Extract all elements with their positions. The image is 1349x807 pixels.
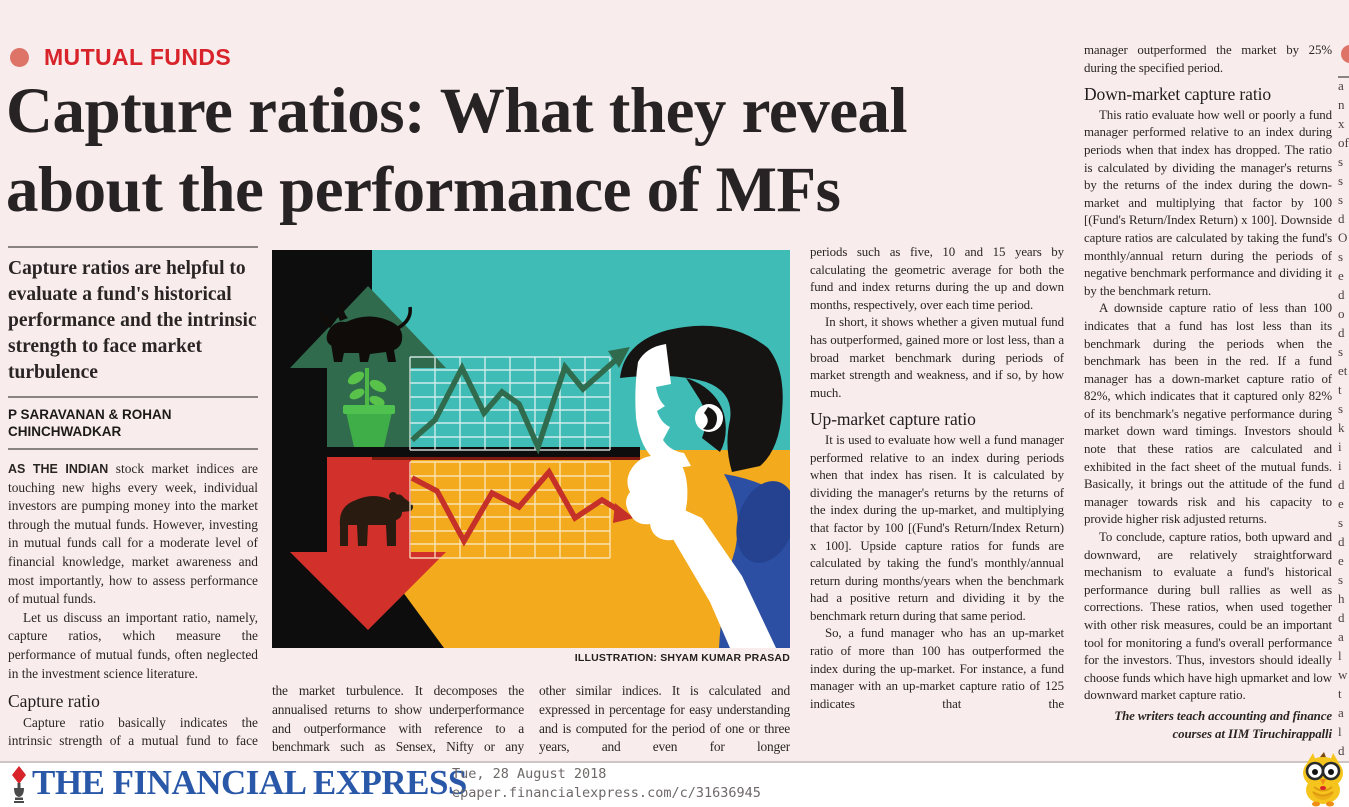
epaper-url[interactable]: epaper.financialexpress.com/c/31636945 xyxy=(452,785,761,801)
body-paragraph: This ratio evaluate how well or poorly a… xyxy=(1084,107,1332,298)
lead-in: AS THE INDIAN xyxy=(8,462,109,476)
body-paragraph: manager outperformed the market by 25% d… xyxy=(1084,43,1332,75)
column-4: manager outperformed the market by 25% d… xyxy=(1084,42,1332,762)
epaper-footer-bar xyxy=(0,761,1349,807)
body-paragraph: It is used to evaluate how well a fund m… xyxy=(810,432,1064,623)
writer-credit: The writers teach accounting and finance… xyxy=(1114,708,1332,741)
section-kicker: MUTUAL FUNDS xyxy=(10,44,231,71)
man-ear-inner xyxy=(703,407,717,430)
man-shirt-collar xyxy=(736,481,796,563)
body-paragraph: A downside capture ratio of less than 10… xyxy=(1084,301,1332,527)
adjacent-section-bullet-icon xyxy=(1341,45,1349,63)
up-trend-line xyxy=(410,347,630,455)
footer-meta: Tue, 28 August 2018 epaper.financialexpr… xyxy=(452,765,761,803)
body-paragraph: Let us discuss an important ratio, namel… xyxy=(8,609,258,681)
thinking-man-figure xyxy=(620,325,796,648)
body-paragraph: periods such as five, 10 and 15 years by… xyxy=(810,245,1064,312)
masthead-logo: THE FINANCIAL EXPRESS xyxy=(32,763,467,802)
body-paragraph: other similar indices. It is calculated … xyxy=(539,683,790,755)
bull-icon xyxy=(319,302,412,362)
down-arrow-head xyxy=(290,552,446,630)
body-paragraph: So, a fund manager who has an up-market … xyxy=(810,626,1064,711)
page-edge-sliver: a n x of s s s d O s e d o d s et t s k … xyxy=(1338,78,1349,758)
column-3-bottom: other similar indices. It is calculated … xyxy=(539,682,790,760)
illustration-caption: ILLUSTRATION: SHYAM KUMAR PRASAD xyxy=(574,652,790,664)
man-arm xyxy=(670,508,776,648)
body-paragraph: Capture ratio basically indicates the in… xyxy=(8,714,258,749)
divider-line-maroon xyxy=(372,457,640,460)
plant-icon xyxy=(343,368,395,447)
edition-date: Tue, 28 August 2018 xyxy=(452,766,607,782)
divider xyxy=(8,396,258,398)
illustration xyxy=(272,250,796,648)
headline-line-1: Capture ratios: What they reveal xyxy=(6,75,908,147)
byline: P SARAVANAN & ROHAN CHINCHWADKAR xyxy=(8,407,172,439)
column-2: the market turbulence. It decomposes the… xyxy=(272,682,524,760)
column-1: Capture ratios are helpful to evaluate a… xyxy=(8,246,258,751)
column-1-body: AS THE INDIAN stock market indices are t… xyxy=(8,450,258,751)
divider-band xyxy=(272,447,640,457)
body-paragraph: In short, it shows whether a given mutua… xyxy=(810,315,1064,400)
subhead-up-market: Up-market capture ratio xyxy=(810,409,976,430)
divider xyxy=(1338,76,1349,78)
divider xyxy=(8,448,258,450)
column-3: periods such as five, 10 and 15 years by… xyxy=(810,244,1064,762)
body-paragraph: To conclude, capture ratios, both upward… xyxy=(1084,530,1332,703)
man-face xyxy=(635,344,691,468)
subhead-down-market: Down-market capture ratio xyxy=(1084,84,1272,105)
owl-mascot-icon[interactable] xyxy=(1294,751,1349,807)
subhead-capture-ratio: Capture ratio xyxy=(8,691,100,712)
section-bullet-icon xyxy=(10,48,29,67)
bear-icon xyxy=(339,492,413,546)
fe-emblem-icon xyxy=(10,766,28,807)
body-paragraph: AS THE INDIAN stock market indices are t… xyxy=(8,461,258,607)
man-hand xyxy=(626,455,688,541)
article-headline: Capture ratios: What they reveal about t… xyxy=(6,72,1078,230)
body-paragraph: the market turbulence. It decomposes the… xyxy=(272,683,524,755)
headline-line-2: about the performance of MFs xyxy=(6,154,841,226)
down-trend-line xyxy=(410,467,634,547)
illustration-svg xyxy=(272,250,796,648)
section-label: MUTUAL FUNDS xyxy=(44,44,232,70)
standfirst: Capture ratios are helpful to evaluate a… xyxy=(8,258,257,383)
divider xyxy=(8,246,258,248)
